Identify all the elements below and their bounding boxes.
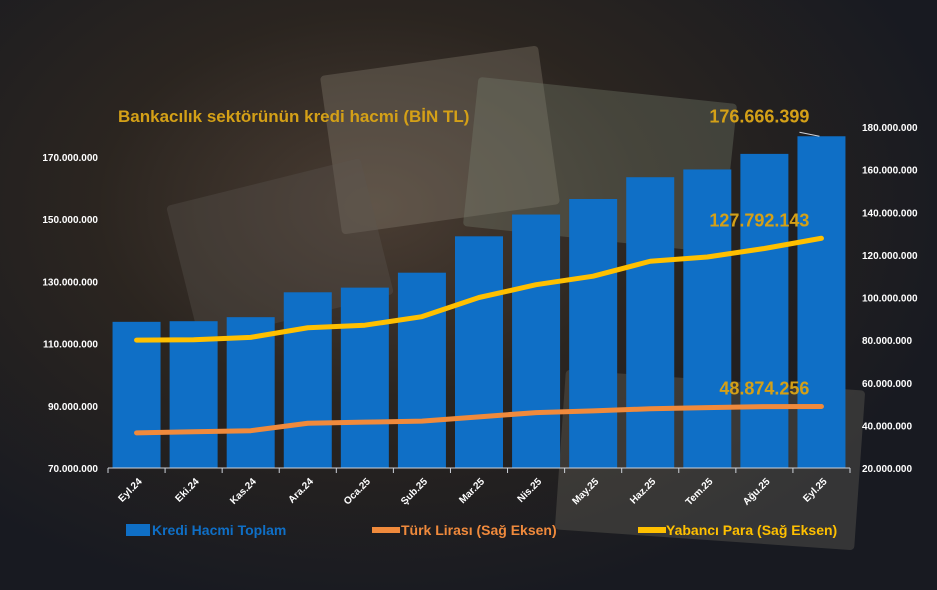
right-tick-label: 100.000.000 (862, 294, 918, 305)
x-tick-label: Eyl.25 (801, 476, 830, 505)
fx-line (134, 235, 824, 343)
x-tick-label: Haz.25 (628, 476, 658, 506)
bar (740, 153, 789, 468)
bar (283, 292, 332, 468)
legend-label-fx: Yabancı Para (Sağ Eksen) (666, 522, 837, 538)
x-tick-label: Şub.25 (399, 476, 430, 507)
annotation-leader (799, 131, 820, 137)
x-tick-label: May.25 (570, 476, 601, 507)
data-label: 127.792.143 (709, 210, 809, 230)
x-tick-label: Eyl.24 (116, 476, 145, 505)
right-tick-label: 180.000.000 (862, 123, 918, 134)
right-tick-label: 160.000.000 (862, 166, 918, 177)
bar (683, 169, 732, 468)
right-axis: 20.000.000 40.000.000 60.000.000 80.000.000… (862, 123, 918, 475)
bar (512, 214, 561, 468)
tl-line (134, 403, 824, 436)
bar (455, 236, 503, 468)
left-tick-label: 130.000.000 (42, 277, 98, 288)
bar (112, 321, 161, 468)
legend-label-tl: Türk Lirası (Sağ Eksen) (401, 522, 557, 538)
data-label: 176.666.399 (709, 106, 809, 126)
chart-title: Bankacılık sektörünün kredi hacmi (BİN T… (118, 107, 469, 126)
x-tick-label: Ara.24 (286, 476, 316, 506)
bar (169, 321, 218, 468)
bar (797, 136, 846, 468)
annotations: 176.666.399 127.792.143 48.874.256 (709, 106, 820, 398)
bar (397, 272, 446, 468)
line-series (134, 235, 824, 436)
x-tick-label: Mar.25 (457, 476, 487, 506)
data-label: 48.874.256 (719, 378, 809, 398)
right-tick-label: 40.000.000 (862, 421, 912, 432)
x-tick-label: Oca.25 (342, 476, 373, 507)
left-tick-label: 70.000.000 (48, 464, 98, 475)
legend: Kredi Hacmi Toplam Türk Lirası (Sağ Ekse… (126, 522, 837, 538)
left-tick-label: 170.000.000 (42, 153, 98, 164)
right-tick-label: 60.000.000 (862, 379, 912, 390)
bar (226, 317, 275, 468)
x-tick-label: Kas.24 (228, 476, 259, 507)
right-tick-label: 20.000.000 (862, 464, 912, 475)
right-tick-label: 140.000.000 (862, 208, 918, 219)
bar (626, 177, 675, 468)
bar-series (112, 136, 846, 469)
left-tick-label: 90.000.000 (48, 402, 98, 413)
x-axis: Eyl.24 Eki.24 Kas.24 Ara.24 Oca.25 Şub.25 Mar.… (107, 467, 851, 508)
bar (340, 287, 389, 468)
legend-label-bar: Kredi Hacmi Toplam (152, 522, 286, 538)
left-tick-label: 110.000.000 (43, 340, 98, 351)
x-tick-label: Nis.25 (516, 476, 545, 505)
x-tick-label: Eki.24 (174, 476, 203, 505)
left-tick-label: 150.000.000 (42, 215, 98, 226)
left-axis: 70.000.000 90.000.000 110.000.000 130.000.0… (42, 153, 98, 475)
legend-swatch-bar (126, 524, 150, 536)
x-tick-label: Tem.25 (684, 476, 716, 508)
x-tick-label: Ağu.25 (741, 476, 773, 508)
right-tick-label: 120.000.000 (862, 251, 918, 262)
right-tick-label: 80.000.000 (862, 336, 912, 347)
bar (569, 198, 618, 469)
